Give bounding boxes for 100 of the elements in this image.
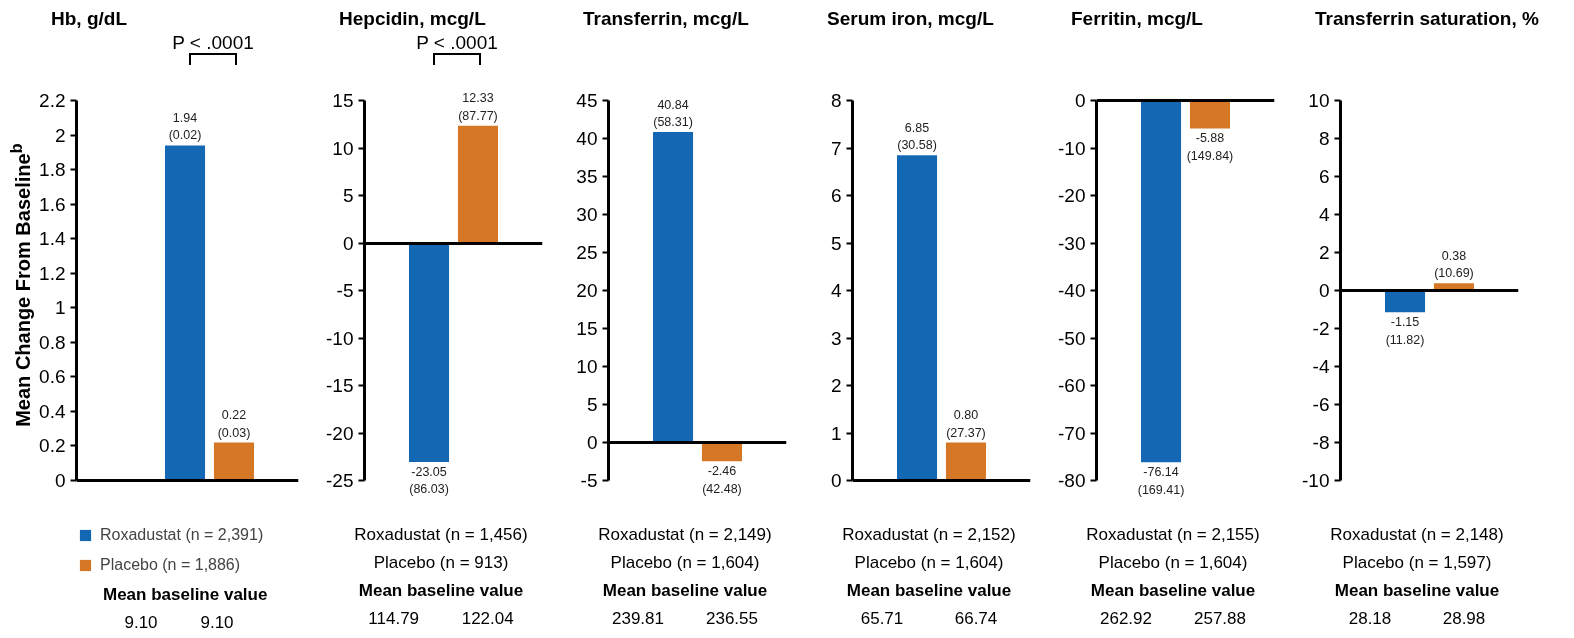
data-label: -5.88 (149.84) [1186,131,1234,163]
y-tick-label: 0 [1074,90,1086,111]
text: 239.81 [612,608,664,630]
y-tick-label: 2.2 [39,90,66,111]
y-tick-label: 1.6 [39,193,66,215]
y-tick-label: -50 [1058,327,1086,349]
text: Placebo (n = 1,604) [1097,552,1249,574]
y-tick-label: 10 [1308,90,1330,111]
y-tick-label: 35 [576,166,598,187]
y-tick-label: -5 [336,280,354,301]
y-tick-label: -25 [326,470,354,491]
y-tick-label: 1.4 [39,228,66,250]
y-tick-label: 30 [576,204,598,225]
y-tick-label: -8 [1312,432,1330,453]
y-tick-label: 1.2 [39,262,66,284]
text: Placebo (n = 1,597) [1341,552,1493,574]
text: Mean baseline value [845,580,1013,602]
y-tick-label: 0.4 [39,400,66,422]
y-tick-label: 40 [576,128,598,149]
y-tick-label: 1 [54,297,66,319]
text: P < .0001 [171,31,255,55]
y-tick-label: -40 [1058,280,1086,301]
data-label: 0.80 (27.37) [946,408,986,440]
text: Roxadustat (n = 1,456) [353,524,529,546]
y-tick-label: 15 [332,90,354,111]
y-tick-label: 4 [830,280,842,301]
chart-title: Serum iron, mcg/L [827,7,994,31]
text: Roxadustat (n = 2,148) [1329,524,1505,546]
y-tick-label: -30 [1058,232,1086,254]
y-tick-label: 20 [576,280,598,301]
y-tick-label: -10 [326,327,354,349]
y-tick-label: -20 [326,422,354,444]
y-tick-label: 1 [830,422,842,444]
legend-label: Roxadustat (n = 2,391) [100,526,264,544]
y-tick-label: -4 [1312,356,1330,377]
chart-title: Transferrin, mcg/L [583,7,749,31]
y-tick-label: 8 [1318,128,1330,149]
y-tick-label: 2 [54,124,66,146]
y-tick-label: 5 [830,232,842,254]
text: Roxadustat (n = 2,152) [841,524,1017,546]
y-tick-label: -60 [1058,375,1086,396]
text: Placebo (n = 913) [372,552,510,574]
y-tick-label: 0 [342,232,354,254]
text: 9.10 [200,612,234,634]
y-tick-label: 0.8 [39,331,66,353]
data-label: -1.15 (11.82) [1385,315,1425,347]
data-label: -2.46 (42.48) [702,464,742,496]
text: 122.04 [461,608,514,630]
text: Mean baseline value [1333,580,1501,602]
y-tick-label: 0.6 [39,366,66,388]
y-tick-label: 0.2 [39,435,66,457]
y-tick-label: 2 [1318,242,1330,263]
text: 66.74 [954,608,998,630]
y-tick-label: 0 [586,432,598,453]
y-tick-label: 1.8 [39,159,66,181]
data-label: 12.33 (87.77) [458,91,498,123]
text: 28.98 [1442,608,1486,630]
chart-title: Transferrin saturation, % [1315,7,1539,31]
y-tick-label: 7 [830,137,842,159]
data-label: 0.22 (0.03) [217,408,251,440]
y-tick-label: 5 [586,394,598,415]
data-label: 40.84 (58.31) [653,97,693,130]
text: Roxadustat (n = 2,149) [597,524,773,546]
y-tick-label: 6 [830,185,842,206]
text: Placebo (n = 1,604) [609,552,761,574]
data-label: 1.94 (0.02) [168,110,202,143]
text: 9.10 [124,612,158,634]
y-tick-label: -10 [1058,137,1086,159]
text: 28.18 [1348,608,1392,630]
y-tick-label: -20 [1058,185,1086,206]
y-tick-label: 45 [576,90,598,111]
text: Roxadustat (n = 2,155) [1085,524,1261,546]
text: Mean baseline value [1089,580,1257,602]
legend-label: Placebo (n = 1,886) [100,556,241,574]
text: Mean baseline value [103,584,268,606]
text: 114.79 [368,608,420,630]
y-tick-label: -2 [1312,318,1330,339]
y-tick-label: 3 [830,327,842,349]
y-tick-label: -70 [1058,422,1086,444]
y-tick-label: -80 [1058,470,1086,491]
y-tick-label: -6 [1312,394,1330,415]
y-tick-label: 10 [576,356,598,377]
y-tick-label: 6 [1318,166,1330,187]
text: 236.55 [706,608,758,630]
text: 257.88 [1194,608,1246,630]
y-tick-label: 25 [576,242,598,263]
y-tick-label: 4 [1318,204,1330,225]
y-tick-label: 10 [332,137,354,159]
text: 262.92 [1100,608,1152,630]
text: 65.71 [860,608,904,630]
chart-title: Ferritin, mcg/L [1071,7,1203,31]
text: Placebo (n = 1,604) [853,552,1005,574]
y-tick-label: 8 [830,90,842,111]
chart-title: Hb, g/dL [51,7,127,31]
data-label: -23.05 (86.03) [409,464,449,497]
data-label: -76.14 (169.41) [1137,465,1185,497]
text: Mean baseline value [357,580,525,602]
y-tick-label: 15 [576,318,598,339]
y-tick-label: 0 [1318,280,1330,301]
y-tick-label: 0 [830,470,842,491]
